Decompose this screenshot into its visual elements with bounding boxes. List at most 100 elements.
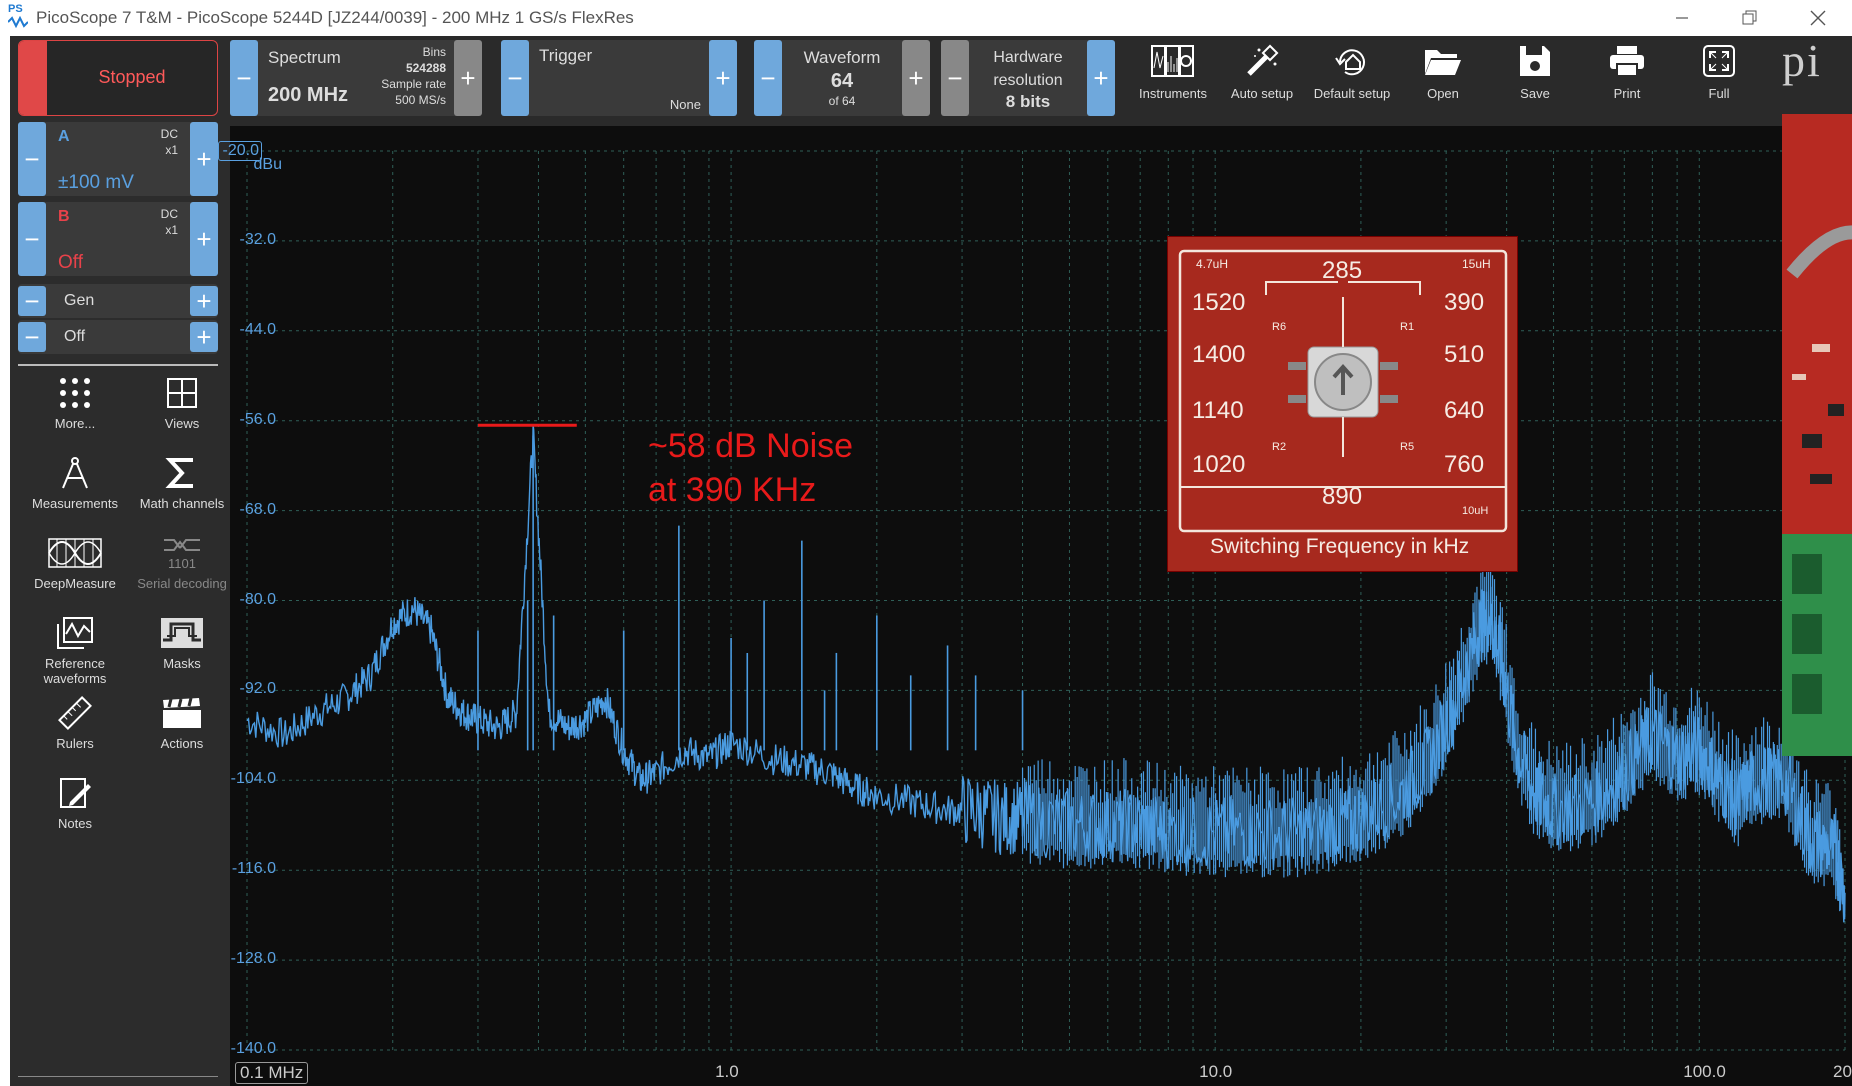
tool-serial-decoding[interactable]: 1101 Serial decoding <box>127 536 237 591</box>
channel-b-range[interactable]: Off <box>58 252 83 273</box>
restore-icon <box>1742 10 1757 25</box>
tool-math-channels-label: Math channels <box>139 496 225 511</box>
switching-frequency-caption: Switching Frequency in kHz <box>1210 535 1470 558</box>
spectrum-plus-button[interactable]: + <box>454 40 482 116</box>
y-tick-label: -68.0 <box>239 500 276 518</box>
tool-measurements[interactable]: Measurements <box>20 456 130 511</box>
channel-b-minus-button[interactable]: − <box>18 202 46 276</box>
instruments-button[interactable]: Instruments <box>1128 40 1218 116</box>
run-status: Stopped <box>98 67 166 87</box>
x-tick-label: 100.0 <box>1683 1062 1726 1081</box>
sample-rate-label: Sample rate <box>381 77 446 91</box>
inductor-right-label: 15uH <box>1462 257 1491 271</box>
serial-decoding-icon: 1101 <box>164 539 200 570</box>
generator-row[interactable]: − Gen + <box>18 284 218 318</box>
y-axis-unit: dBu <box>253 156 282 173</box>
folder-open-icon <box>1425 50 1461 75</box>
tool-serial-decoding-label: Serial decoding <box>137 576 227 591</box>
channel-b-plus-button[interactable]: + <box>190 202 218 276</box>
trigger-plus-button[interactable]: + <box>709 40 737 116</box>
restore-button[interactable] <box>1720 4 1780 32</box>
tool-deepmeasure-label: DeepMeasure <box>34 576 116 591</box>
sigma-icon <box>165 458 193 488</box>
annotation-line1: ~58 dB Noise <box>648 427 854 465</box>
x-tick-label: 10.0 <box>1199 1062 1233 1081</box>
y-tick-label: -32.0 <box>239 230 276 248</box>
noise-annotation: ~58 dB Noise at 390 KHz <box>648 424 853 512</box>
print-button[interactable]: Print <box>1582 40 1672 116</box>
channel-a-minus-button[interactable]: − <box>18 122 46 196</box>
tool-views[interactable]: Views <box>127 376 237 431</box>
freq-760-label: 760 <box>1444 451 1485 478</box>
waveform-minus-button[interactable]: − <box>754 40 782 116</box>
masks-icon <box>161 618 203 648</box>
tool-more[interactable]: More... <box>20 376 130 431</box>
generator-plus-button[interactable]: + <box>190 286 218 316</box>
freq-890-label: 890 <box>1322 483 1363 510</box>
default-setup-button[interactable]: Default setup <box>1307 40 1397 116</box>
spectrum-minus-button[interactable]: − <box>230 40 258 116</box>
waveform-control[interactable]: − Waveform 64 of 64 + <box>754 40 930 116</box>
tool-actions[interactable]: Actions <box>127 696 237 751</box>
generator-minus-button[interactable]: − <box>18 286 46 316</box>
spectrum-control[interactable]: − Spectrum 200 MHz Bins 524288 Sample ra… <box>230 40 482 116</box>
freq-1400-label: 1400 <box>1192 341 1246 368</box>
tool-deepmeasure[interactable]: DeepMeasure <box>20 536 130 591</box>
spectrum-trace <box>246 424 1846 923</box>
save-button[interactable]: Save <box>1490 40 1580 116</box>
tool-masks[interactable]: Masks <box>127 616 237 671</box>
resolution-minus-button[interactable]: − <box>941 40 969 116</box>
open-button[interactable]: Open <box>1398 40 1488 116</box>
channel-b-coupling: DC x1 <box>161 206 178 238</box>
deepmeasure-icon <box>48 538 102 568</box>
tool-rulers[interactable]: Rulers <box>20 696 130 751</box>
minimize-icon <box>1676 17 1688 19</box>
freq-1020-label: 1020 <box>1192 451 1246 478</box>
channel-b-probe: x1 <box>165 223 178 237</box>
tool-math-channels[interactable]: Math channels <box>127 456 237 511</box>
minimize-button[interactable] <box>1652 4 1712 32</box>
spectrum-chart <box>246 150 1846 1051</box>
generator-state-minus-button[interactable]: − <box>18 322 46 352</box>
generator-state-row[interactable]: − Off + <box>18 320 218 354</box>
hardware-resolution-control[interactable]: − Hardware resolution 8 bits + <box>941 40 1115 116</box>
fullscreen-label: Full <box>1708 86 1730 101</box>
channel-b-control[interactable]: − B DC x1 Off + <box>18 202 218 276</box>
pico-logo-partial: pi <box>1782 35 1822 86</box>
trigger-minus-button[interactable]: − <box>501 40 529 116</box>
instruments-label: Instruments <box>1139 86 1207 101</box>
generator-state-plus-button[interactable]: + <box>190 322 218 352</box>
channel-a-name: A <box>58 128 70 145</box>
channel-a-plus-button[interactable]: + <box>190 122 218 196</box>
tool-notes[interactable]: Notes <box>20 776 130 831</box>
y-tick-label: -80.0 <box>239 590 276 608</box>
fullscreen-button[interactable]: Full <box>1674 40 1764 116</box>
freq-1140-label: 1140 <box>1192 397 1244 424</box>
tool-notes-label: Notes <box>58 816 92 831</box>
channel-a-control[interactable]: − A DC x1 ±100 mV + <box>18 122 218 196</box>
freq-390-label: 390 <box>1444 289 1485 316</box>
auto-setup-button[interactable]: Auto setup <box>1217 40 1307 116</box>
run-stop-button[interactable]: Stopped <box>18 40 218 116</box>
instruments-icon <box>1151 45 1194 77</box>
resistor-r2-label: R2 <box>1272 441 1287 453</box>
board-photo-partial <box>1782 114 1852 756</box>
spectrum-plot[interactable]: -20.0 -32.0 -44.0 -56.0 -68.0 -80.0 -92.0 -104.… <box>218 126 1852 1086</box>
resolution-title-line2: resolution <box>993 72 1063 89</box>
y-tick-label: -104.0 <box>230 770 276 788</box>
reference-waveforms-icon <box>57 617 93 649</box>
run-indicator <box>19 41 47 115</box>
trigger-control[interactable]: − Trigger None + <box>501 40 737 116</box>
freq-640-label: 640 <box>1444 397 1485 424</box>
close-button[interactable] <box>1788 4 1848 32</box>
bins-value: 524288 <box>405 61 446 75</box>
resolution-plus-button[interactable]: + <box>1087 40 1115 116</box>
tool-reference-waveforms[interactable]: Reference waveforms <box>20 616 130 686</box>
channel-b-coupling-value: DC <box>160 207 178 221</box>
auto-setup-wand-icon <box>1247 44 1279 76</box>
channel-a-range[interactable]: ±100 mV <box>58 172 134 193</box>
resistor-r6-label: R6 <box>1272 321 1287 333</box>
spectrum-range[interactable]: 200 MHz <box>268 84 349 106</box>
save-label: Save <box>1520 86 1550 101</box>
waveform-plus-button[interactable]: + <box>902 40 930 116</box>
